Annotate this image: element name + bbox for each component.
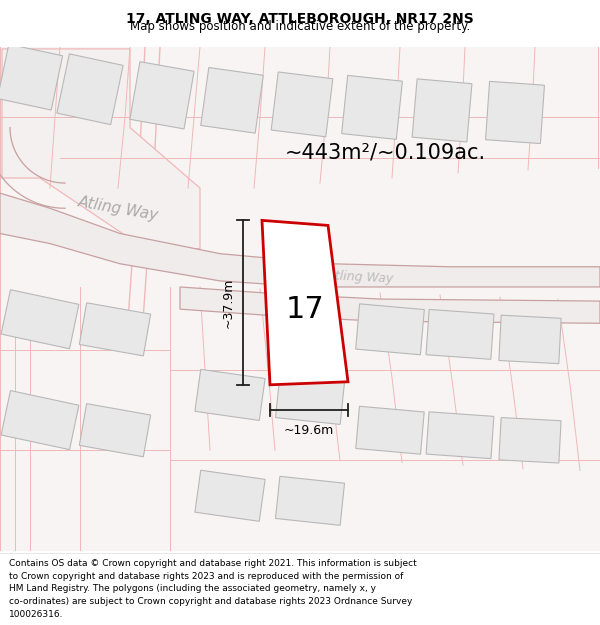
- Polygon shape: [262, 221, 348, 385]
- Polygon shape: [356, 304, 424, 355]
- Polygon shape: [130, 62, 194, 129]
- Text: Atling Way: Atling Way: [326, 269, 394, 285]
- Text: Contains OS data © Crown copyright and database right 2021. This information is : Contains OS data © Crown copyright and d…: [9, 559, 417, 568]
- Polygon shape: [79, 302, 151, 356]
- Polygon shape: [201, 68, 263, 133]
- Polygon shape: [0, 193, 600, 287]
- Polygon shape: [79, 404, 151, 457]
- Polygon shape: [426, 412, 494, 459]
- Text: ~37.9m: ~37.9m: [221, 278, 235, 328]
- Polygon shape: [2, 49, 200, 249]
- Text: to Crown copyright and database rights 2023 and is reproduced with the permissio: to Crown copyright and database rights 2…: [9, 572, 403, 581]
- Text: 17: 17: [286, 294, 325, 324]
- Polygon shape: [499, 315, 561, 364]
- Polygon shape: [426, 309, 494, 359]
- Polygon shape: [195, 470, 265, 521]
- Text: 17, ATLING WAY, ATTLEBOROUGH, NR17 2NS: 17, ATLING WAY, ATTLEBOROUGH, NR17 2NS: [126, 12, 474, 26]
- Polygon shape: [356, 406, 424, 454]
- Polygon shape: [499, 418, 561, 463]
- Text: Map shows position and indicative extent of the property.: Map shows position and indicative extent…: [130, 20, 470, 32]
- Text: Atling Way: Atling Way: [77, 194, 160, 222]
- Text: 100026316.: 100026316.: [9, 609, 64, 619]
- Polygon shape: [271, 72, 333, 137]
- Polygon shape: [57, 54, 123, 124]
- Polygon shape: [180, 287, 600, 323]
- Text: ~443m²/~0.109ac.: ~443m²/~0.109ac.: [284, 142, 485, 162]
- Text: HM Land Registry. The polygons (including the associated geometry, namely x, y: HM Land Registry. The polygons (includin…: [9, 584, 376, 594]
- Polygon shape: [1, 391, 79, 449]
- Text: co-ordinates) are subject to Crown copyright and database rights 2023 Ordnance S: co-ordinates) are subject to Crown copyr…: [9, 597, 412, 606]
- Polygon shape: [341, 76, 403, 139]
- Polygon shape: [485, 81, 544, 144]
- Polygon shape: [195, 369, 265, 421]
- Polygon shape: [0, 44, 62, 110]
- Polygon shape: [275, 476, 344, 525]
- Polygon shape: [275, 376, 344, 424]
- Polygon shape: [412, 79, 472, 142]
- Text: ~19.6m: ~19.6m: [284, 424, 334, 437]
- Polygon shape: [1, 290, 79, 349]
